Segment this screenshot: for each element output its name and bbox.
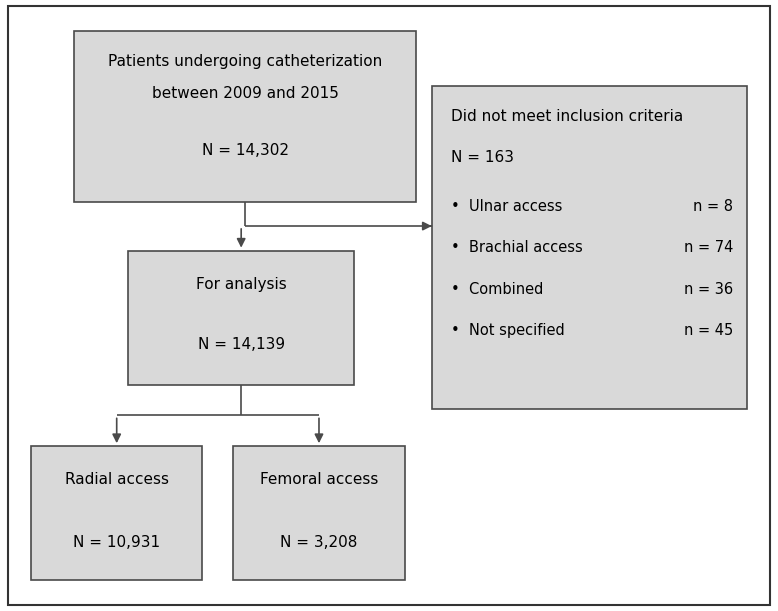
Bar	[128, 251, 354, 385]
Text: N = 163: N = 163	[451, 150, 514, 165]
Text: •  Not specified: • Not specified	[451, 323, 565, 338]
Text: N = 10,931: N = 10,931	[73, 535, 160, 551]
Text: •  Brachial access: • Brachial access	[451, 240, 583, 255]
Text: Patients undergoing catheterization: Patients undergoing catheterization	[108, 54, 382, 69]
Bar	[31, 446, 202, 580]
Text: n = 36: n = 36	[684, 282, 733, 297]
Text: n = 74: n = 74	[684, 240, 733, 255]
Text: N = 14,139: N = 14,139	[198, 337, 285, 352]
Text: Radial access: Radial access	[65, 472, 169, 487]
Text: •  Ulnar access: • Ulnar access	[451, 199, 562, 214]
Text: between 2009 and 2015: between 2009 and 2015	[152, 86, 338, 101]
Text: n = 8: n = 8	[693, 199, 733, 214]
Text: N = 14,302: N = 14,302	[202, 143, 289, 158]
Bar	[432, 86, 747, 409]
Bar	[74, 31, 416, 202]
Text: N = 3,208: N = 3,208	[280, 535, 358, 551]
Text: Femoral access: Femoral access	[260, 472, 378, 487]
Text: Did not meet inclusion criteria: Did not meet inclusion criteria	[451, 109, 684, 124]
Text: •  Combined: • Combined	[451, 282, 544, 297]
Bar	[233, 446, 405, 580]
Text: n = 45: n = 45	[684, 323, 733, 338]
Text: For analysis: For analysis	[196, 277, 286, 291]
